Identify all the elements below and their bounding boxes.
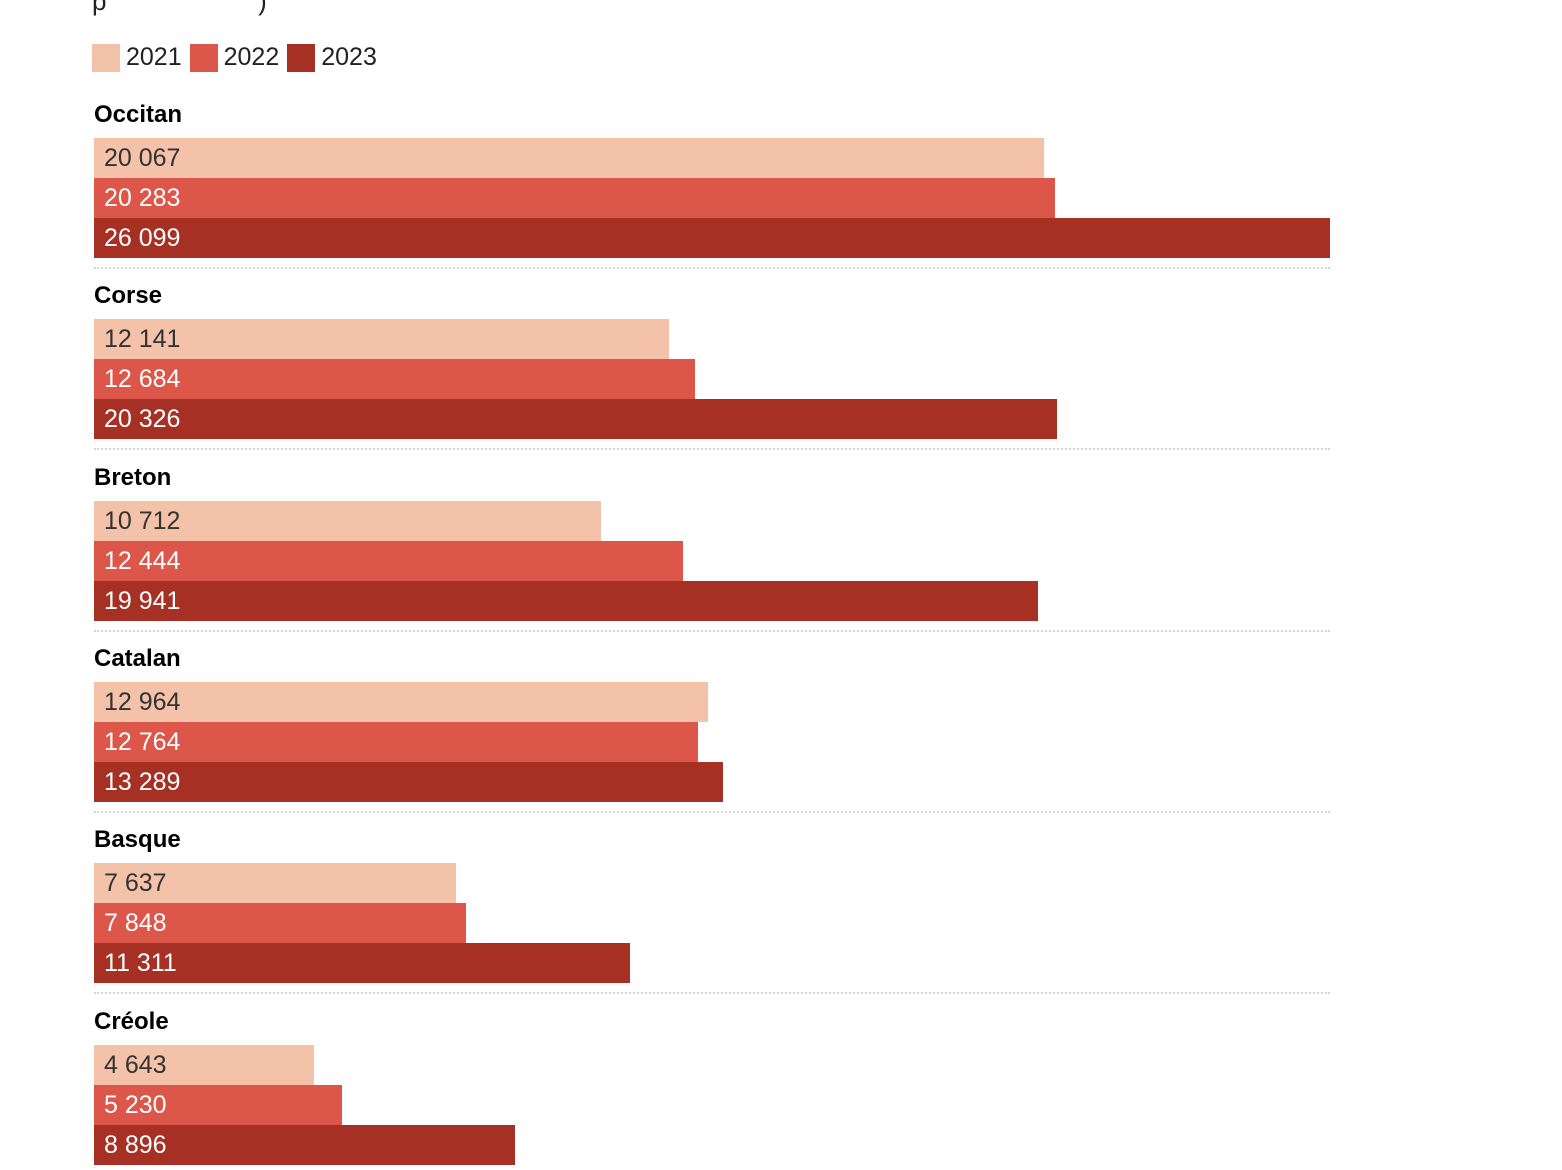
legend-label: 2023 bbox=[321, 43, 377, 71]
bar-2022: 7 848 bbox=[94, 903, 466, 943]
bar-2021: 20 067 bbox=[94, 138, 1045, 178]
bar-2022: 12 444 bbox=[94, 541, 684, 581]
bar-2021: 12 964 bbox=[94, 682, 708, 722]
category-group: Breton 10 712 12 444 19 941 bbox=[94, 464, 1330, 632]
bar-value-label: 12 684 bbox=[104, 365, 181, 393]
legend-swatch bbox=[287, 43, 316, 72]
group-divider bbox=[94, 811, 1330, 813]
bar-value-label: 11 311 bbox=[104, 949, 177, 977]
legend-swatch bbox=[189, 43, 218, 72]
bar-value-label: 19 941 bbox=[104, 587, 181, 615]
bar-value-label: 12 444 bbox=[104, 547, 181, 575]
bar-2021: 10 712 bbox=[94, 501, 602, 541]
bar-value-label: 20 326 bbox=[104, 405, 181, 433]
bar-value-label: 12 141 bbox=[104, 325, 181, 353]
legend-label: 2021 bbox=[126, 43, 182, 71]
bar-2022: 12 684 bbox=[94, 359, 695, 399]
group-divider bbox=[94, 448, 1330, 450]
bar-2023: 11 311 bbox=[94, 943, 630, 983]
bar-2023: 13 289 bbox=[94, 762, 724, 802]
bar-value-label: 26 099 bbox=[104, 224, 181, 252]
legend-swatch bbox=[92, 43, 120, 72]
bar-2023: 8 896 bbox=[94, 1125, 516, 1165]
clipped-header-text: p ) bbox=[92, 0, 267, 16]
bar-value-label: 7 637 bbox=[104, 869, 167, 897]
category-label: Occitan bbox=[94, 101, 183, 128]
category-label: Basque bbox=[94, 826, 181, 853]
bar-value-label: 4 643 bbox=[104, 1051, 167, 1079]
bar-value-label: 13 289 bbox=[104, 768, 181, 796]
bar-value-label: 20 283 bbox=[104, 184, 181, 212]
bar-2023: 19 941 bbox=[94, 581, 1039, 621]
bar-2021: 7 637 bbox=[94, 863, 456, 903]
bar-value-label: 8 896 bbox=[104, 1131, 167, 1159]
legend-item-2023: 2023 bbox=[287, 43, 377, 72]
category-label: Catalan bbox=[94, 645, 181, 672]
bar-2023: 26 099 bbox=[94, 218, 1330, 258]
category-group: Basque 7 637 7 848 11 311 bbox=[94, 826, 1330, 994]
category-label: Corse bbox=[94, 282, 163, 309]
group-divider bbox=[94, 630, 1330, 632]
bar-value-label: 20 067 bbox=[104, 144, 181, 172]
legend-item-2021: 2021 bbox=[92, 43, 182, 72]
bar-value-label: 10 712 bbox=[104, 507, 181, 535]
bar-value-label: 12 764 bbox=[104, 728, 181, 756]
group-divider bbox=[94, 992, 1330, 994]
bar-value-label: 7 848 bbox=[104, 909, 167, 937]
bar-2021: 12 141 bbox=[94, 319, 669, 359]
category-group: Corse 12 141 12 684 20 326 bbox=[94, 282, 1330, 450]
bar-2022: 5 230 bbox=[94, 1085, 342, 1125]
category-label: Breton bbox=[94, 464, 172, 491]
bar-value-label: 5 230 bbox=[104, 1091, 167, 1119]
bar-2021: 4 643 bbox=[94, 1045, 314, 1085]
bar-2022: 12 764 bbox=[94, 722, 699, 762]
category-group: Occitan 20 067 20 283 26 099 bbox=[94, 101, 1330, 269]
category-label: Créole bbox=[94, 1008, 169, 1035]
bar-2023: 20 326 bbox=[94, 399, 1057, 439]
category-group: Créole 4 643 5 230 8 896 bbox=[94, 1008, 1330, 1165]
chart-legend: 2021 2022 2023 bbox=[92, 43, 385, 72]
legend-item-2022: 2022 bbox=[189, 43, 280, 72]
bar-2022: 20 283 bbox=[94, 178, 1055, 218]
group-divider bbox=[94, 267, 1330, 269]
legend-label: 2022 bbox=[223, 43, 280, 71]
category-group: Catalan 12 964 12 764 13 289 bbox=[94, 645, 1330, 813]
bar-value-label: 12 964 bbox=[104, 688, 181, 716]
